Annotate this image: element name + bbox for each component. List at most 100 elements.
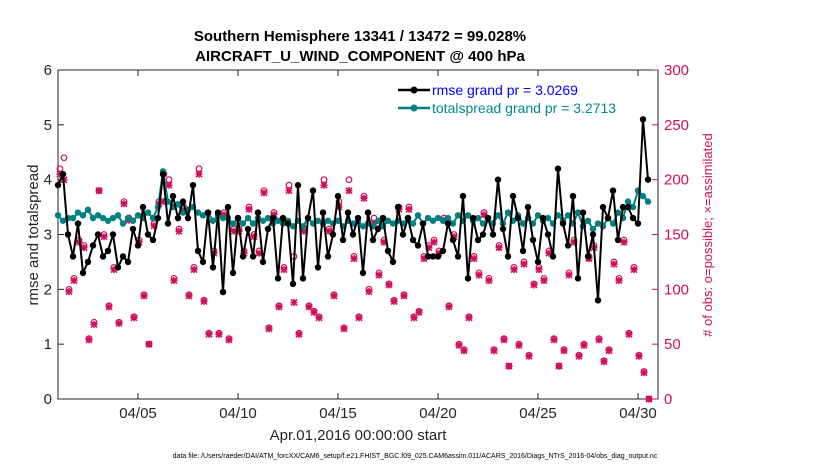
x-tick-label: 04/30 (619, 405, 657, 422)
obs-assimilated-point (575, 352, 583, 360)
obs-assimilated-point (505, 362, 513, 370)
totalspread-point (134, 212, 142, 219)
rmse-point (164, 220, 172, 227)
obs-assimilated-point (545, 249, 553, 257)
totalspread-point (584, 217, 592, 224)
y-axis-label: rmse and totalspread (25, 165, 42, 306)
rmse-point (364, 209, 372, 216)
rmse-point (169, 192, 177, 200)
obs-assimilated-point (250, 233, 258, 241)
totalspread-point (464, 212, 472, 219)
x-tick-label: 04/20 (419, 405, 457, 422)
rmse-point (394, 203, 402, 211)
totalspread-point (69, 214, 77, 222)
obs-assimilated-point (265, 325, 273, 333)
rmse-point (129, 225, 137, 233)
totalspread-point (74, 209, 82, 216)
obs-assimilated-point (165, 181, 173, 189)
rmse-point (619, 203, 627, 211)
x-axis-label: Apr.01,2016 00:00:00 start (270, 427, 448, 444)
totalspread-point (274, 217, 282, 224)
rmse-point (454, 253, 462, 260)
rmse-point (614, 236, 622, 244)
legend-rmse-marker (410, 86, 418, 94)
rmse-point (214, 209, 222, 216)
rmse-point (554, 165, 562, 172)
rmse-point (199, 258, 207, 266)
totalspread-point (244, 214, 252, 222)
y2-tick-label: 100 (664, 281, 689, 298)
totalspread-point (54, 212, 62, 219)
obs-assimilated-point (225, 336, 233, 344)
obs-assimilated-point (290, 298, 298, 307)
totalspread-point (424, 214, 432, 222)
obs-assimilated-point (310, 308, 318, 316)
totalspread-point (219, 214, 227, 222)
rmse-point (439, 247, 447, 255)
rmse-point (539, 214, 547, 222)
rmse-point (479, 231, 487, 238)
rmse-point (84, 258, 92, 266)
obs-assimilated-point (245, 205, 253, 213)
rmse-point (269, 214, 277, 222)
y2-tick-label: 250 (664, 117, 689, 134)
totalspread-point (99, 214, 107, 222)
totalspread-point (119, 220, 127, 227)
rmse-point (354, 214, 362, 222)
y-tick-label: 4 (44, 172, 52, 189)
totalspread-point (454, 212, 462, 219)
footnote: data file: /Users/raeder/DAI/ATM_forcXX/… (173, 453, 658, 460)
y-tick-label: 2 (44, 281, 52, 298)
obs-assimilated-point (330, 292, 338, 300)
rmse-point (529, 236, 537, 244)
totalspread-point (439, 217, 447, 224)
totalspread-point (239, 220, 247, 227)
rmse-point (569, 192, 577, 200)
obs-assimilated-point (445, 303, 453, 311)
x-axis: 04/05 04/10 04/15 04/20 04/25 04/30 (119, 70, 657, 422)
obs-assimilated-point (380, 238, 388, 246)
rmse-point (244, 225, 252, 233)
totalspread-point (434, 214, 442, 222)
rmse-point (469, 214, 477, 222)
totalspread-point (89, 214, 97, 222)
totalspread-point (259, 217, 267, 224)
totalspread-point (84, 206, 92, 214)
rmse-point (384, 247, 392, 255)
obs-assimilated-point (450, 233, 458, 241)
totalspread-point (314, 217, 322, 224)
obs-assimilated-point (350, 255, 358, 263)
rmse-point (489, 231, 497, 238)
x-tick-label: 04/25 (519, 405, 557, 422)
obs-assimilated-point (90, 320, 98, 328)
totalspread-point (114, 212, 122, 219)
rmse-point (229, 269, 237, 277)
rmse-point (309, 187, 317, 194)
totalspread-point (94, 212, 102, 219)
totalspread-point (389, 220, 397, 227)
rmse-point (284, 220, 292, 227)
obs-assimilated-point (470, 255, 478, 263)
obs-assimilated-point (430, 238, 438, 246)
obs-assimilated-point (320, 181, 328, 189)
obs-assimilated-point (85, 336, 93, 344)
obs-assimilated-point (635, 352, 643, 360)
rmse-point (274, 275, 282, 282)
rmse-point (239, 253, 247, 260)
obs-assimilated-point (190, 266, 198, 274)
rmse-point (209, 264, 217, 271)
obs-assimilated-point (495, 244, 503, 252)
totalspread-point (629, 203, 637, 211)
obs-assimilated-point (515, 341, 523, 349)
obs-assimilated-point (560, 347, 568, 355)
obs-assimilated-point (315, 314, 323, 322)
x-tick-label: 04/15 (319, 405, 357, 422)
rmse-point (574, 275, 582, 282)
rmse-point (589, 231, 597, 238)
rmse-point (564, 242, 572, 249)
rmse-point (204, 209, 212, 216)
obs-assimilated-point (70, 276, 78, 285)
rmse-point (559, 220, 567, 227)
rmse-point (424, 253, 432, 260)
rmse-point (524, 203, 532, 211)
